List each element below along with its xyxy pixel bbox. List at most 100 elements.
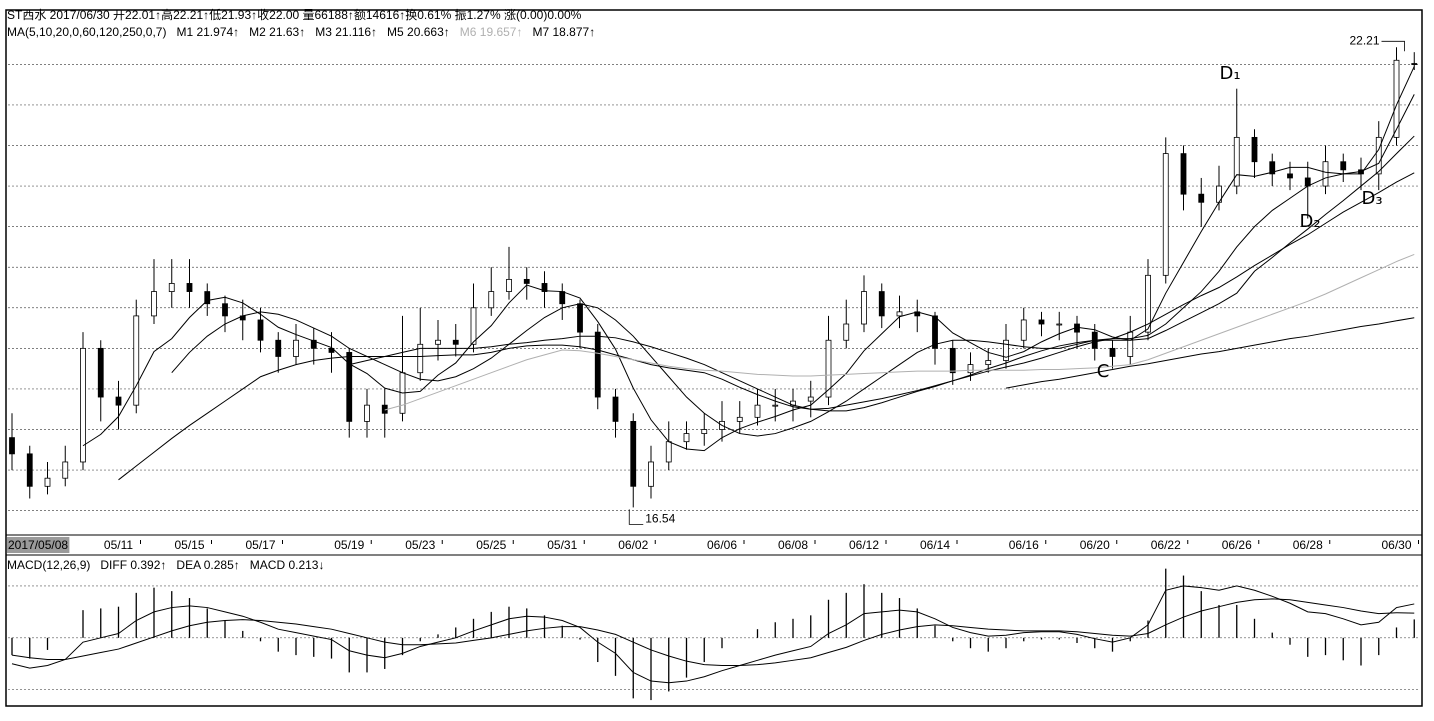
candle-body xyxy=(1020,319,1027,341)
x-tick-label: 06/26 xyxy=(1222,538,1252,552)
candle-body xyxy=(293,339,299,357)
candle-body xyxy=(310,339,317,349)
ma-line xyxy=(384,254,1415,411)
candle-body xyxy=(506,278,512,292)
x-tick-label: 06/02 xyxy=(618,538,648,552)
candle-body xyxy=(417,343,424,374)
legend-entry: M5 20.663↑ xyxy=(387,25,450,39)
candle-body xyxy=(1322,161,1329,187)
pattern-label: D₂ xyxy=(1299,211,1320,232)
x-tick-label: 06/28 xyxy=(1293,538,1323,552)
candle-body xyxy=(772,404,779,407)
candle-body xyxy=(115,396,122,406)
legend-entry: DEA 0.285↑ xyxy=(176,558,240,572)
candle-body xyxy=(1056,323,1063,326)
legend-label: MA(5,10,20,0,60,120,250,0,7) xyxy=(7,25,167,39)
x-tick-label: 05/19 xyxy=(334,538,364,552)
candle-body xyxy=(1269,161,1276,175)
candle-body xyxy=(843,323,850,341)
candle-body xyxy=(985,360,992,365)
quote-text: ST西水 2017/06/30 开22.01↑高22.21↑低21.93↑收22… xyxy=(7,8,582,22)
max-label: 22.21 xyxy=(1349,33,1379,47)
ma-line xyxy=(11,585,1415,684)
candle-body xyxy=(186,283,193,292)
x-tick-label: 05/11 xyxy=(104,538,133,552)
candle-body xyxy=(949,347,956,374)
candle-body xyxy=(541,283,548,292)
candle-body xyxy=(1109,347,1116,357)
candle-body xyxy=(594,331,601,398)
pattern-label: D₁ xyxy=(1219,63,1240,84)
candle-body xyxy=(9,437,15,455)
min-label: 16.54 xyxy=(645,512,675,526)
candle-body xyxy=(736,416,743,422)
candle-body xyxy=(932,315,938,349)
candle-body xyxy=(168,283,175,292)
x-tick-label: 05/17 xyxy=(245,538,275,552)
candle-body xyxy=(665,441,672,463)
legend-entry: M3 21.116↑ xyxy=(315,25,378,39)
x-tick-label: 06/20 xyxy=(1080,538,1110,552)
candle-body xyxy=(1251,136,1258,163)
candle-body xyxy=(151,291,157,317)
x-tick-label: 05/25 xyxy=(476,538,506,552)
candle-body xyxy=(559,291,566,305)
candle-body xyxy=(452,339,459,345)
legend-entry: MACD 0.213↓ xyxy=(249,558,325,572)
candle-body xyxy=(1233,136,1240,187)
candle-body xyxy=(896,311,903,317)
candle-body xyxy=(62,461,69,479)
x-tick-label: 05/23 xyxy=(405,538,435,552)
x-tick-label: 06/06 xyxy=(707,538,737,552)
x-tick-label: 05/31 xyxy=(547,538,577,552)
candle-body xyxy=(26,453,33,487)
frame xyxy=(5,9,1423,707)
candle-body xyxy=(97,347,104,398)
ma-line xyxy=(11,598,1415,666)
candle-body xyxy=(275,339,282,357)
ma-line xyxy=(171,94,1415,437)
ma-line xyxy=(82,66,1415,452)
candle-body xyxy=(612,396,619,422)
candle-body xyxy=(257,319,264,341)
candle-body xyxy=(523,278,530,284)
x-tick-label: 05/15 xyxy=(174,538,204,552)
x-tick-label: 06/08 xyxy=(778,538,808,552)
legend-entry: M1 21.974↑ xyxy=(176,25,240,39)
candle-body xyxy=(1003,339,1009,361)
macd-legend: MACD(12,26,9) DIFF 0.392↑ DEA 0.285↑ MACD 0… xyxy=(7,558,324,572)
max-marker xyxy=(1381,40,1405,52)
candle-body xyxy=(204,291,211,305)
candle-body xyxy=(1127,331,1134,357)
candle-body xyxy=(807,396,814,402)
pattern-label: C xyxy=(1097,361,1110,382)
candle-body xyxy=(470,307,477,345)
legend-entry: DIFF 0.392↑ xyxy=(100,558,167,572)
legend-entry: M6 19.657↑ xyxy=(459,25,523,39)
candle-body xyxy=(1038,319,1045,325)
ma-line xyxy=(118,172,1415,481)
candle-body xyxy=(683,433,690,443)
legend-entry: M7 18.877↑ xyxy=(532,25,596,39)
candle-body xyxy=(1287,173,1293,179)
candle-body xyxy=(488,291,495,309)
candle-body xyxy=(44,477,51,487)
candle-body xyxy=(1162,153,1169,276)
candle-body xyxy=(364,404,370,422)
ma-legend: MA(5,10,20,0,60,120,250,0,7) M1 21.974↑ M2… xyxy=(7,25,595,39)
candle-body xyxy=(1375,136,1382,175)
x-tick-label: 06/14 xyxy=(920,538,950,552)
candle-body xyxy=(878,291,885,317)
candle-body xyxy=(346,352,353,422)
candle-body xyxy=(80,347,86,463)
ma-line xyxy=(1005,317,1415,389)
date-highlight xyxy=(7,537,70,553)
candle-body xyxy=(967,364,974,374)
ma-line xyxy=(349,135,1415,412)
x-tick-label: 06/30 xyxy=(1381,538,1411,552)
candle-body xyxy=(1198,193,1205,203)
candle-body xyxy=(1180,153,1187,195)
candle-body xyxy=(754,404,761,418)
